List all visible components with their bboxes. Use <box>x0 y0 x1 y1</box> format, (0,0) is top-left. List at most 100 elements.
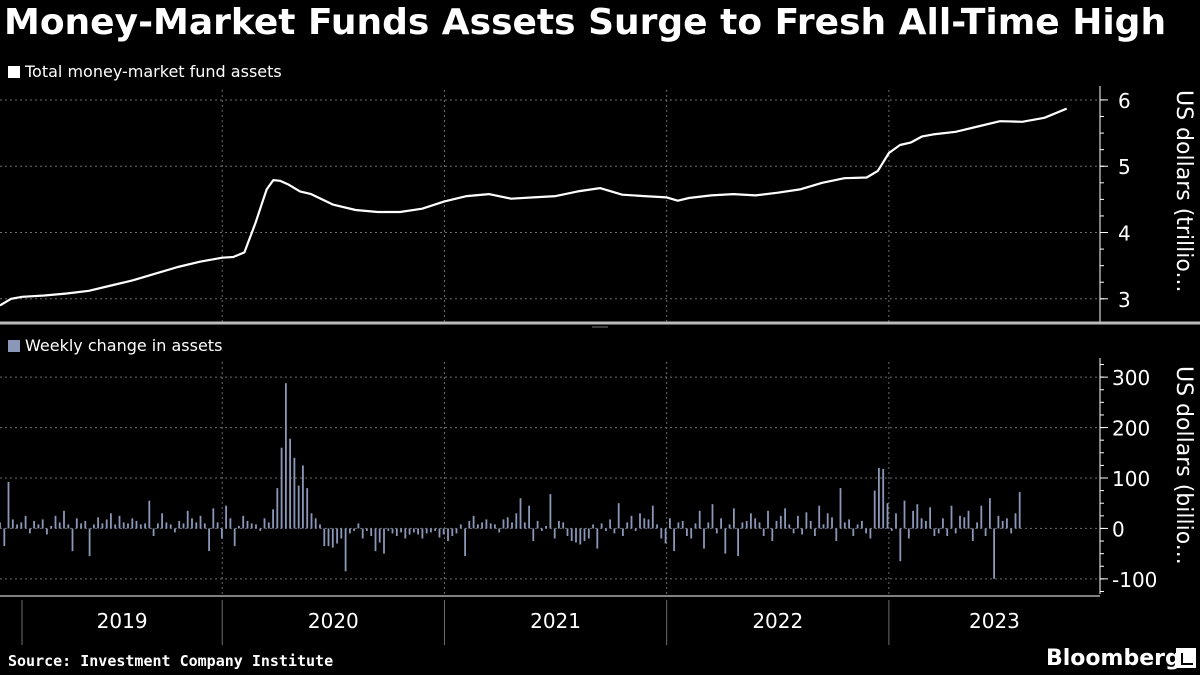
x-tick-label: 2022 <box>752 609 803 633</box>
bar-weekly-change <box>698 510 701 529</box>
bar-weekly-change <box>775 520 778 529</box>
bar-weekly-change <box>24 515 27 529</box>
bar-weekly-change <box>579 528 582 545</box>
bar-weekly-change <box>229 518 232 529</box>
bar-weekly-change <box>327 528 330 547</box>
bar-weekly-change <box>950 505 953 529</box>
bar-weekly-change <box>728 524 731 529</box>
bar-weekly-change <box>971 528 974 541</box>
bar-weekly-change <box>600 523 603 529</box>
bar-weekly-change <box>58 522 61 529</box>
legend-total-assets: Total money-market fund assets <box>8 62 282 81</box>
bar-weekly-change <box>639 513 641 529</box>
bar-weekly-change <box>758 522 761 529</box>
bar-weekly-change <box>353 528 355 531</box>
bar-weekly-change <box>532 528 535 541</box>
bar-weekly-change <box>903 500 906 529</box>
bar-weekly-change <box>946 528 949 536</box>
bar-weekly-change <box>519 498 522 529</box>
axes <box>0 86 1200 645</box>
bar-weekly-change <box>114 524 117 529</box>
bar-weekly-change <box>7 482 10 529</box>
chart-title: Money-Market Funds Assets Surge to Fresh… <box>4 2 1167 43</box>
bar-weekly-change <box>302 465 304 529</box>
bar-weekly-change <box>139 524 142 529</box>
bar-weekly-change <box>468 520 471 529</box>
bar-weekly-change <box>169 524 172 529</box>
bar-weekly-change <box>856 524 859 529</box>
bar-weekly-change <box>178 520 181 529</box>
bar-weekly-change <box>67 524 70 529</box>
bar-weekly-change <box>259 528 262 531</box>
bar-weekly-change <box>485 519 488 529</box>
bar-weekly-change <box>75 518 78 529</box>
bar-weekly-change <box>16 524 18 529</box>
bar-weekly-change <box>216 522 219 529</box>
bar-weekly-change <box>144 523 146 529</box>
bar-weekly-change <box>562 522 565 529</box>
bar-weekly-change <box>221 528 223 539</box>
bar-weekly-change <box>647 519 650 529</box>
bar-weekly-change <box>920 518 923 529</box>
bar-weekly-change <box>605 528 607 531</box>
bar-series-weekly-change <box>0 383 1021 579</box>
bar-weekly-change <box>643 518 646 529</box>
bar-weekly-change <box>592 524 594 529</box>
bar-weekly-change <box>852 528 855 536</box>
y-tick-label-top: 4 <box>1118 222 1131 246</box>
bar-weekly-change <box>669 518 671 529</box>
bar-weekly-change <box>967 510 970 529</box>
bar-weekly-change <box>331 528 334 548</box>
bar-weekly-change <box>835 528 838 541</box>
bar-weekly-change <box>71 528 74 552</box>
bar-weekly-change <box>391 528 394 534</box>
bar-weekly-change <box>843 522 846 529</box>
bar-weekly-change <box>366 528 368 531</box>
bar-weekly-change <box>686 528 688 536</box>
bar-weekly-change <box>711 504 714 529</box>
bar-weekly-change <box>907 528 910 539</box>
bar-weekly-change <box>297 485 300 529</box>
bar-weekly-change <box>861 520 863 529</box>
bar-weekly-change <box>801 528 803 535</box>
bar-weekly-change <box>528 505 530 529</box>
bar-weekly-change <box>506 517 509 529</box>
bar-weekly-change <box>374 528 377 552</box>
bar-weekly-change <box>613 528 616 534</box>
bar-weekly-change <box>558 520 560 529</box>
bar-weekly-change <box>609 519 611 529</box>
bar-weekly-change <box>733 508 735 529</box>
bar-weekly-change <box>549 494 552 529</box>
bar-weekly-change <box>191 518 193 529</box>
bar-weekly-change <box>404 528 407 539</box>
bar-weekly-change <box>122 522 125 529</box>
legend-swatch-bar <box>8 339 20 352</box>
bar-weekly-change <box>152 528 155 536</box>
bar-weekly-change <box>263 518 266 529</box>
bar-weekly-change <box>349 528 351 534</box>
line-series-total-assets <box>0 107 1068 307</box>
bar-weekly-change <box>617 503 620 529</box>
bar-weekly-change <box>464 528 466 557</box>
bar-weekly-change <box>954 528 957 534</box>
bar-weekly-change <box>767 510 769 529</box>
bar-weekly-change <box>818 505 821 529</box>
bar-weekly-change <box>754 518 757 529</box>
bar-weekly-change <box>434 528 437 531</box>
bar-weekly-change <box>541 528 543 531</box>
bar-weekly-change <box>472 515 475 529</box>
bar-weekly-change <box>831 517 833 529</box>
bar-weekly-change <box>694 523 697 529</box>
bar-weekly-change <box>161 513 163 529</box>
bar-weekly-change <box>984 528 987 536</box>
y-tick-label-top: 6 <box>1118 89 1131 113</box>
bar-weekly-change <box>916 504 919 529</box>
bar-weekly-change <box>280 447 283 529</box>
bar-weekly-change <box>293 457 296 529</box>
bar-weekly-change <box>84 520 87 529</box>
legend-swatch-line <box>8 65 20 78</box>
bar-weekly-change <box>344 528 347 572</box>
bar-weekly-change <box>997 515 1000 529</box>
bar-weekly-change <box>50 525 53 529</box>
bar-weekly-change <box>634 528 637 531</box>
